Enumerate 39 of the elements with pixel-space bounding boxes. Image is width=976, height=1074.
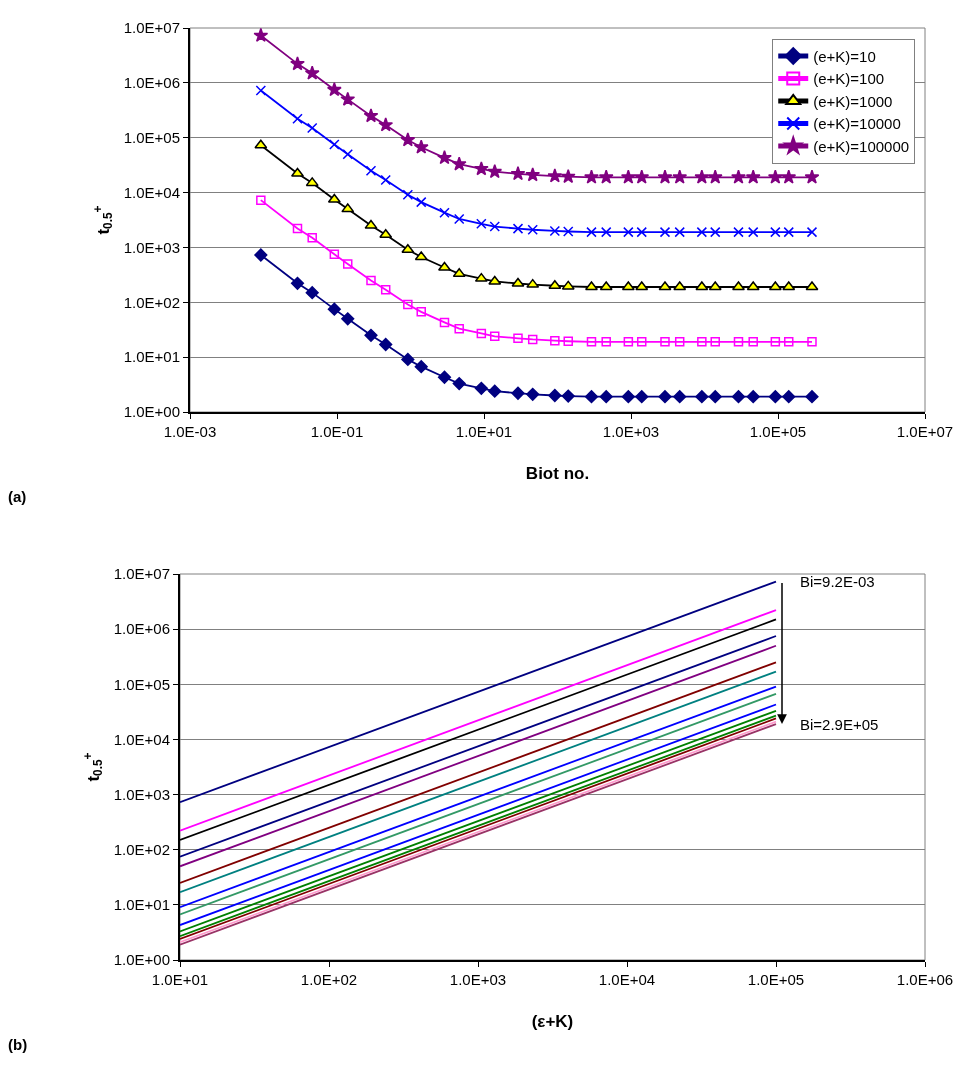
x-axis-title: (ε+K) [531,1011,574,1031]
y-tick-label: 1.0E+04 [113,730,170,748]
legend-label: (e+K)=1000 [813,92,893,110]
y-tick-label: 1.0E+06 [113,620,170,638]
x-axis-title: Biot no. [525,463,590,483]
x-tick-label: 1.0E+05 [749,423,807,440]
legend-label: (e+K)=10 [813,47,876,65]
y-tick-label: 1.0E+03 [113,785,170,803]
y-tick-label: 1.0E+01 [123,348,180,366]
y-tick-label: 1.0E+05 [113,675,170,693]
y-tick-label: 1.0E+00 [123,403,180,421]
x-tick-label: 1.0E+01 [455,423,513,440]
y-tick-label: 1.0E+01 [113,896,170,914]
legend-label: (e+K)=100 [813,70,885,88]
y-tick-label: 1.0E+07 [113,565,170,583]
y-tick-label: 1.0E+03 [123,238,180,256]
legend-label: (e+K)=10000 [813,115,901,133]
text: (b) [8,1036,28,1053]
annotation: Bi=2.9E+05 [800,716,879,733]
legend-label: (e+K)=100000 [813,137,910,155]
y-tick-label: 1.0E+07 [123,19,180,37]
text: (a) [8,488,27,505]
x-tick-label: 1.0E-03 [163,423,217,440]
y-tick-label: 1.0E+02 [113,840,170,858]
y-tick-label: 1.0E+06 [123,74,180,92]
x-tick-label: 1.0E+01 [151,971,209,988]
x-tick-label: 1.0E+05 [747,971,805,988]
y-tick-label: 1.0E+02 [123,293,180,311]
x-tick-label: 1.0E+03 [602,423,660,440]
y-tick-label: 1.0E+04 [123,183,180,201]
y-tick-label: 1.0E+00 [113,951,170,969]
x-tick-label: 1.0E+02 [300,971,358,988]
x-tick-label: 1.0E+04 [598,971,656,988]
x-tick-label: 1.0E+03 [449,971,507,988]
annotation: Bi=9.2E-03 [800,573,875,590]
x-tick-label: 1.0E-01 [310,423,364,440]
x-tick-label: 1.0E+07 [896,423,954,440]
x-tick-label: 1.0E+06 [896,971,954,988]
y-tick-label: 1.0E+05 [123,128,180,146]
